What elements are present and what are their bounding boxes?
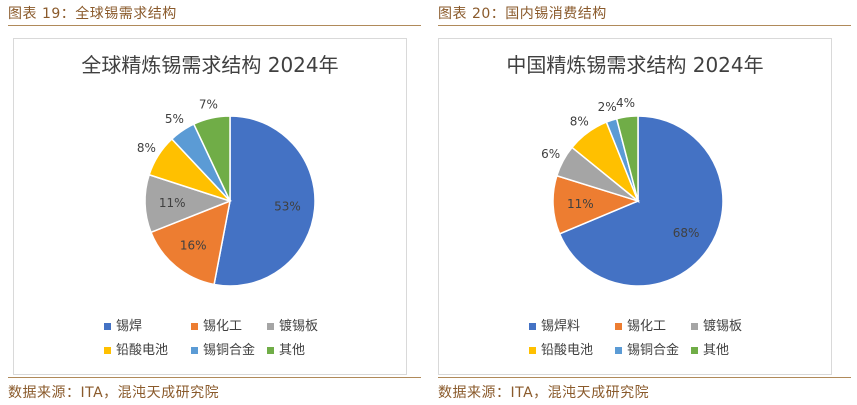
figure-title-left: 图表 19：全球锡需求结构 bbox=[8, 6, 177, 22]
chart-title: 中国精炼锡需求结构 2024年 bbox=[506, 53, 763, 77]
legend-swatch bbox=[529, 347, 536, 354]
pie-slice-1 bbox=[149, 199, 231, 286]
data-label-5: 4% bbox=[616, 96, 635, 110]
data-label-2: 6% bbox=[541, 147, 560, 161]
legend-label: 铅酸电池 bbox=[116, 343, 168, 358]
legend-item-0: 锡焊料 bbox=[529, 318, 580, 334]
legend-label: 锡焊 bbox=[116, 318, 142, 334]
title-rule-right bbox=[438, 25, 851, 26]
pie-slice-5 bbox=[615, 115, 639, 202]
source-rule-right bbox=[438, 377, 851, 378]
data-label-0: 53% bbox=[274, 199, 301, 213]
legend-item-4: 锡铜合金 bbox=[191, 342, 255, 358]
legend-item-4: 锡铜合金 bbox=[615, 342, 679, 358]
pie-slice-5 bbox=[192, 115, 231, 202]
legend-swatch bbox=[267, 347, 274, 354]
legend-swatch bbox=[191, 347, 198, 354]
chart-title: 全球精炼锡需求结构 2024年 bbox=[81, 53, 338, 77]
data-label-5: 7% bbox=[199, 97, 218, 111]
legend-swatch bbox=[615, 347, 622, 354]
source-note-right: 数据来源：ITA，混沌天成研究院 bbox=[438, 385, 650, 401]
chart-panel-china: 中国精炼锡需求结构 2024年 68% 11% 6% 8% 2% 4% 锡焊料 锡化工 镀锡板铅酸… bbox=[438, 38, 832, 375]
legend-item-0: 锡焊 bbox=[104, 318, 142, 334]
data-label-0: 68% bbox=[673, 226, 700, 240]
data-label-1: 11% bbox=[567, 197, 594, 211]
legend-swatch bbox=[191, 323, 198, 330]
pie-slice-0 bbox=[558, 115, 724, 287]
legend-item-1: 锡化工 bbox=[191, 319, 242, 334]
data-label-4: 2% bbox=[598, 100, 617, 114]
data-label-3: 8% bbox=[137, 141, 156, 155]
pie-chart-china: 中国精炼锡需求结构 2024年 68% 11% 6% 8% 2% 4% 锡焊料 锡化工 镀锡板铅酸… bbox=[506, 53, 763, 358]
legend-swatch bbox=[691, 347, 698, 354]
legend-swatch bbox=[691, 323, 698, 330]
legend-item-3: 铅酸电池 bbox=[529, 343, 593, 358]
data-label-4: 5% bbox=[165, 112, 184, 126]
legend-item-2: 镀锡板 bbox=[691, 318, 742, 334]
title-rule-left bbox=[8, 25, 421, 26]
legend-swatch bbox=[267, 323, 274, 330]
legend-label: 镀锡板 bbox=[279, 318, 318, 334]
legend-label: 铅酸电池 bbox=[541, 343, 593, 358]
legend-item-5: 其他 bbox=[267, 343, 305, 358]
legend-swatch bbox=[529, 323, 536, 330]
legend-label: 锡化工 bbox=[627, 319, 666, 334]
legend-label: 锡化工 bbox=[203, 319, 242, 334]
legend-label: 其他 bbox=[703, 343, 729, 358]
data-label-1: 16% bbox=[180, 239, 207, 253]
legend-item-2: 镀锡板 bbox=[267, 318, 318, 334]
legend-label: 锡铜合金 bbox=[203, 342, 255, 358]
data-label-3: 8% bbox=[570, 114, 589, 128]
pie-chart-global: 全球精炼锡需求结构 2024年 53% 16% 11% 8% 5% 7% 锡焊 锡化工 镀锡板铅酸… bbox=[81, 53, 338, 358]
legend-label: 其他 bbox=[279, 343, 305, 358]
legend-swatch bbox=[104, 323, 111, 330]
pie-slice-0 bbox=[213, 115, 316, 287]
source-rule-left bbox=[8, 377, 421, 378]
legend-label: 镀锡板 bbox=[703, 318, 742, 334]
legend-item-3: 铅酸电池 bbox=[104, 343, 168, 358]
legend-item-5: 其他 bbox=[691, 343, 729, 358]
legend-label: 锡铜合金 bbox=[627, 342, 679, 358]
data-label-2: 11% bbox=[159, 196, 186, 210]
legend-item-1: 锡化工 bbox=[615, 319, 666, 334]
source-note-left: 数据来源：ITA，混沌天成研究院 bbox=[8, 385, 220, 401]
legend-swatch bbox=[104, 347, 111, 354]
chart-panel-global: 全球精炼锡需求结构 2024年 53% 16% 11% 8% 5% 7% 锡焊 锡化工 镀锡板铅酸… bbox=[13, 38, 407, 375]
legend-label: 锡焊料 bbox=[541, 318, 580, 334]
legend-swatch bbox=[615, 323, 622, 330]
figure-title-right: 图表 20：国内锡消费结构 bbox=[438, 6, 607, 22]
